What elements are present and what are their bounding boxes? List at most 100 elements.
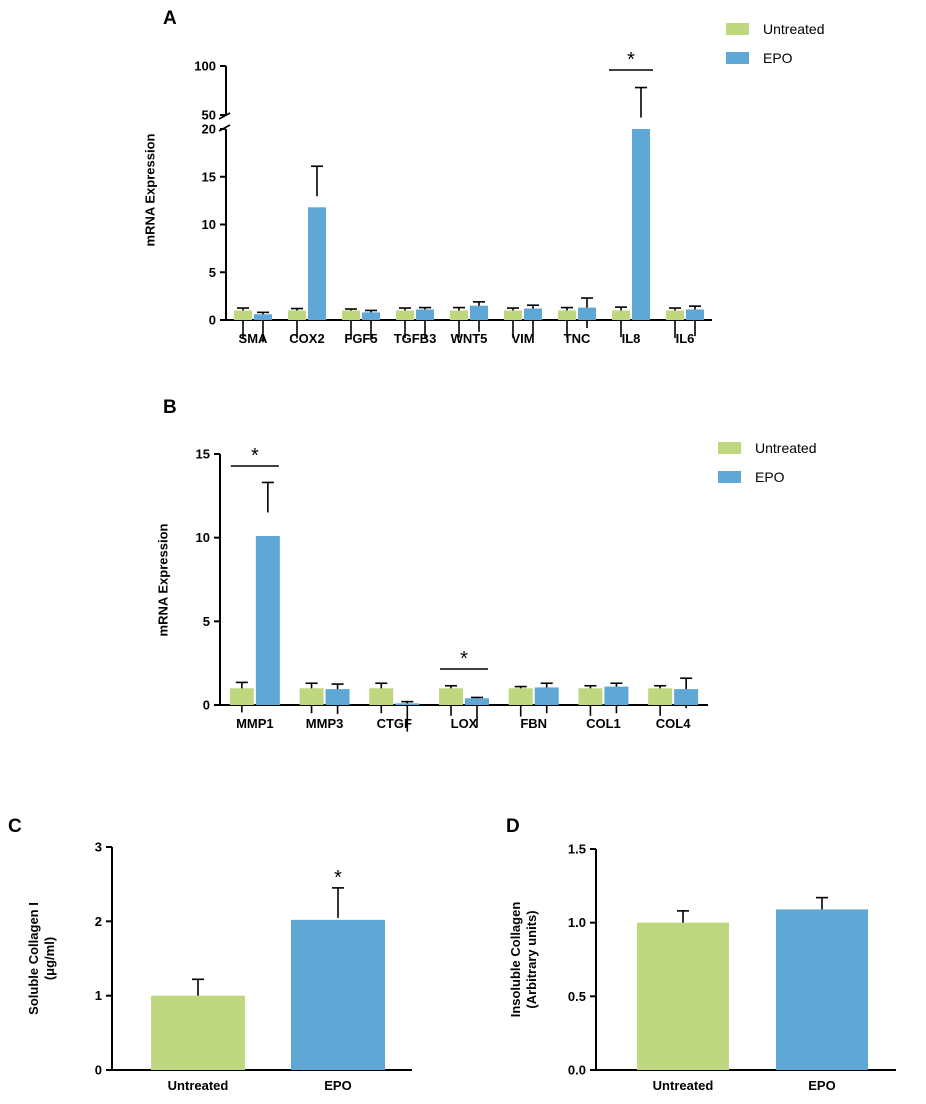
- y-tick-label-a-5: 5: [209, 265, 216, 280]
- bar-a-il8-untreated: [612, 310, 630, 320]
- bar-a-fgf5-epo: [362, 312, 380, 320]
- x-tick-label-b-mmp3: MMP3: [306, 716, 344, 731]
- x-tick-label-b-fbn: FBN: [520, 716, 547, 731]
- y-tick-label-a-0: 0: [209, 313, 216, 328]
- y-tick-label-d-0.5: 0.5: [568, 989, 586, 1004]
- bar-a-il6-epo: [686, 309, 704, 320]
- significance-star-c-epo: *: [334, 867, 342, 889]
- legend-label-untreated: Untreated: [755, 440, 816, 456]
- x-tick-label-a-fgf5: FGF5: [344, 331, 377, 346]
- bar-a-il6-untreated: [666, 310, 684, 320]
- bar-b-col1-epo: [604, 686, 629, 705]
- bar-a-cox2-epo: [308, 207, 326, 320]
- x-tick-label-a-tgfb3: TGFB3: [394, 331, 437, 346]
- y-tick-label-b-5: 5: [203, 614, 210, 629]
- x-tick-label-b-mmp1: MMP1: [236, 716, 274, 731]
- x-tick-label-a-wnt5: WNT5: [451, 331, 488, 346]
- bar-b-mmp1-untreated: [229, 688, 254, 705]
- bar-b-mmp3-untreated: [299, 688, 324, 705]
- bar-b-col1-untreated: [578, 688, 603, 705]
- x-tick-label-a-vim: VIM: [511, 331, 534, 346]
- panel-label-d: D: [506, 816, 520, 837]
- y-tick-label-a-10: 10: [202, 217, 216, 232]
- legend-swatch-untreated: [718, 442, 741, 454]
- panel-label-b: B: [163, 397, 177, 418]
- bar-a-tgfb3-untreated: [396, 310, 414, 320]
- bar-a-fgf5-untreated: [342, 310, 360, 320]
- y-tick-label-d-1.5: 1.5: [568, 842, 586, 857]
- legend-label-epo: EPO: [763, 50, 793, 66]
- y-tick-label-d-1.0: 1.0: [568, 915, 586, 930]
- bar-b-col4-untreated: [648, 688, 673, 705]
- y-axis-unit-d: (Arbitrary units): [524, 910, 539, 1008]
- significance-star-b-mmp1: *: [251, 445, 259, 467]
- significance-star-b-lox: *: [460, 648, 468, 670]
- bar-b-ctgf-epo: [395, 703, 420, 705]
- x-tick-label-a-sma: SMA: [239, 331, 269, 346]
- bar-b-lox-untreated: [439, 688, 463, 705]
- panel-label-a: A: [163, 8, 177, 29]
- bar-b-col4-epo: [674, 689, 699, 705]
- x-tick-label-c-epo: EPO: [324, 1078, 351, 1093]
- y-tick-label-a-100: 100: [194, 59, 216, 74]
- legend-swatch-untreated: [726, 23, 749, 35]
- x-tick-label-a-cox2: COX2: [289, 331, 324, 346]
- x-tick-label-d-untreated: Untreated: [653, 1078, 714, 1093]
- bar-b-ctgf-untreated: [369, 688, 394, 705]
- bar-a-sma-untreated: [234, 310, 252, 320]
- y-tick-label-a-15: 15: [202, 169, 216, 184]
- bar-a-vim-untreated: [504, 310, 522, 320]
- y-axis-label-d: Insoluble Collagen: [508, 902, 523, 1018]
- y-axis-label-b: mRNA Expression: [156, 523, 171, 636]
- bar-b-fbn-untreated: [508, 688, 533, 705]
- x-tick-label-a-il6: IL6: [676, 331, 695, 346]
- x-tick-label-a-il8: IL8: [622, 331, 641, 346]
- panel-label-c: C: [8, 816, 22, 837]
- bar-a-vim-epo: [524, 308, 542, 320]
- y-tick-label-b-15: 15: [196, 447, 210, 462]
- y-tick-label-b-10: 10: [196, 530, 210, 545]
- bar-a-wnt5-untreated: [450, 310, 468, 320]
- y-tick-label-c-3: 3: [95, 840, 102, 855]
- x-tick-label-b-ctgf: CTGF: [377, 716, 412, 731]
- bar-d-untreated: [637, 922, 729, 1070]
- y-tick-label-d-0.0: 0.0: [568, 1063, 586, 1078]
- legend-label-epo: EPO: [755, 469, 785, 485]
- bar-b-mmp3-epo: [325, 689, 350, 705]
- panel-d: D Insoluble Collagen (Arbitrary units) 0.0 0…: [506, 816, 896, 1093]
- x-tick-label-a-tnc: TNC: [564, 331, 591, 346]
- x-tick-label-b-col1: COL1: [586, 716, 621, 731]
- legend-swatch-epo: [726, 52, 749, 64]
- y-tick-label-b-0: 0: [203, 698, 210, 713]
- y-tick-label-c-1: 1: [95, 988, 102, 1003]
- y-tick-label-c-0: 0: [95, 1063, 102, 1078]
- x-tick-label-b-lox: LOX: [451, 716, 478, 731]
- bar-b-mmp1-epo: [255, 535, 280, 705]
- x-tick-label-d-epo: EPO: [808, 1078, 835, 1093]
- significance-star-a-il8: *: [627, 49, 635, 71]
- bar-a-tgfb3-epo: [416, 309, 434, 320]
- y-axis-unit-c: (μg/ml): [42, 937, 57, 980]
- bar-c-epo: [291, 919, 385, 1070]
- legend-swatch-epo: [718, 471, 741, 483]
- bar-a-sma-epo: [254, 314, 272, 320]
- y-tick-label-c-2: 2: [95, 914, 102, 929]
- bar-c-untreated: [151, 995, 245, 1070]
- y-tick-label-a-20: 20: [202, 122, 216, 137]
- panel-c: C Soluble Collagen I (μg/ml) 0 1 2 3 Untreated E…: [8, 816, 412, 1093]
- bar-a-cox2-untreated: [288, 310, 306, 320]
- x-tick-label-c-untreated: Untreated: [168, 1078, 229, 1093]
- legend-label-untreated: Untreated: [763, 21, 824, 37]
- y-axis-label-a: mRNA Expression: [143, 133, 158, 246]
- bar-b-fbn-epo: [534, 687, 559, 705]
- bar-a-wnt5-epo: [470, 305, 488, 320]
- bar-a-il8-epo: [632, 129, 650, 320]
- y-tick-label-a-50: 50: [202, 108, 216, 123]
- y-axis-label-c: Soluble Collagen I: [26, 902, 41, 1015]
- bar-a-tnc-untreated: [558, 310, 576, 320]
- bar-d-epo: [776, 909, 868, 1070]
- bar-b-lox-epo: [465, 698, 489, 705]
